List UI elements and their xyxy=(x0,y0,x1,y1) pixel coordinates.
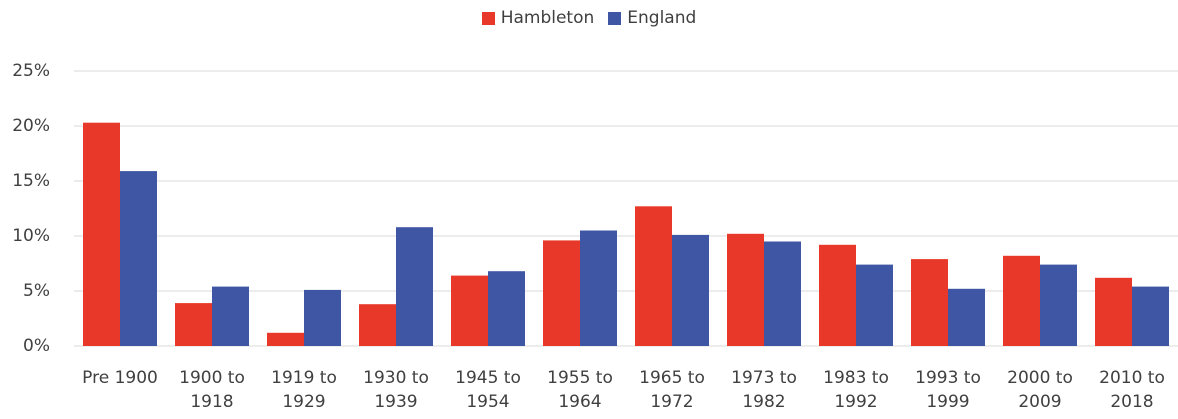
x-tick-label: 1900 to 1918 xyxy=(179,368,245,412)
y-tick-label: 5% xyxy=(23,281,50,301)
bar xyxy=(819,244,856,346)
bar xyxy=(948,288,985,346)
bar xyxy=(1095,277,1132,346)
x-tick-label: 2010 to 2018 xyxy=(1099,368,1165,412)
bar xyxy=(488,271,525,346)
bar xyxy=(543,240,580,346)
bar xyxy=(175,303,212,346)
bar xyxy=(451,275,488,346)
y-tick-label: 10% xyxy=(12,226,50,246)
bar xyxy=(83,122,120,346)
x-tick-label: 1930 to 1939 xyxy=(363,368,429,412)
x-tick-label: 1965 to 1972 xyxy=(639,368,705,412)
bar xyxy=(1040,264,1077,346)
legend-item: Hambleton xyxy=(481,8,595,28)
bar xyxy=(635,206,672,346)
legend-label: Hambleton xyxy=(500,8,595,28)
bar xyxy=(396,227,433,346)
legend-item: England xyxy=(608,8,696,28)
y-tick-label: 0% xyxy=(23,336,50,356)
x-tick-label: 1945 to 1954 xyxy=(455,368,521,412)
bar xyxy=(212,286,249,346)
x-tick-label: 2000 to 2009 xyxy=(1007,368,1073,412)
legend-swatch xyxy=(608,11,622,25)
y-tick-label: 20% xyxy=(12,116,50,136)
bar xyxy=(911,259,948,346)
bar xyxy=(1003,255,1040,346)
bar xyxy=(672,234,709,346)
bar xyxy=(727,233,764,346)
x-tick-label: 1993 to 1999 xyxy=(915,368,981,412)
x-tick-label: Pre 1900 xyxy=(82,368,158,388)
x-tick-label: 1983 to 1992 xyxy=(823,368,889,412)
bar xyxy=(359,304,396,346)
legend: Hambleton England xyxy=(0,8,1178,28)
bar xyxy=(764,241,801,346)
legend-label: England xyxy=(627,8,697,28)
legend-swatch xyxy=(481,11,495,25)
bar xyxy=(856,264,893,346)
bar xyxy=(120,171,157,346)
y-tick-label: 25% xyxy=(12,61,50,81)
bar xyxy=(267,332,304,346)
bar xyxy=(1132,286,1169,346)
x-tick-label: 1973 to 1982 xyxy=(731,368,797,412)
y-tick-label: 15% xyxy=(12,171,50,191)
bar xyxy=(304,289,341,346)
x-tick-label: 1955 to 1964 xyxy=(547,368,613,412)
x-tick-label: 1919 to 1929 xyxy=(271,368,337,412)
bar xyxy=(580,230,617,346)
